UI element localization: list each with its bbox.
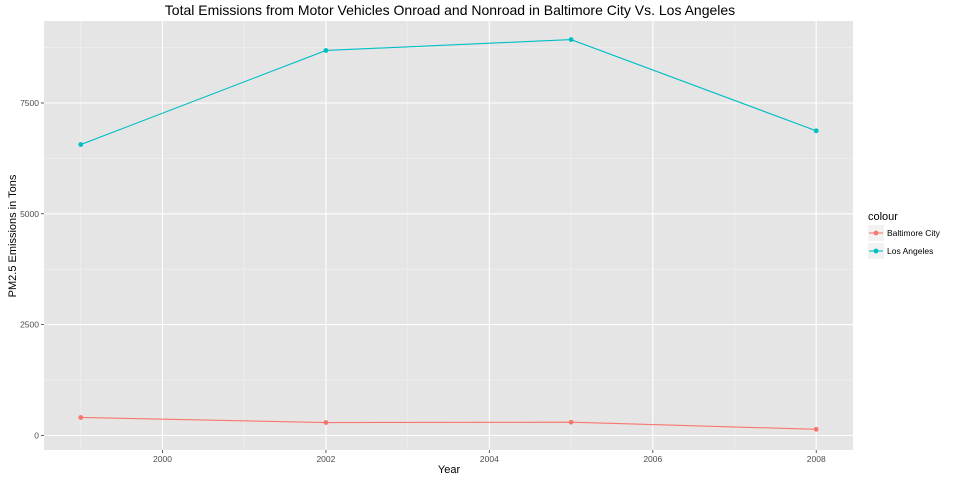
legend-title: colour bbox=[868, 211, 898, 223]
chart-title: Total Emissions from Motor Vehicles Onro… bbox=[165, 2, 735, 18]
data-point bbox=[78, 415, 84, 420]
data-point bbox=[323, 420, 329, 425]
x-axis-ticks: 2000 2002 2004 2006 2008 bbox=[153, 450, 826, 464]
x-tick-label: 2002 bbox=[316, 454, 335, 464]
x-tick-label: 2008 bbox=[807, 454, 826, 464]
y-tick-label: 5000 bbox=[20, 209, 39, 219]
major-gridlines bbox=[44, 21, 853, 450]
y-axis-ticks: 0 2500 5000 7500 bbox=[20, 98, 44, 440]
data-point bbox=[78, 142, 84, 147]
data-point bbox=[323, 48, 329, 53]
legend: colour Baltimore City Los Angeles bbox=[868, 211, 941, 259]
series-line-los-angeles bbox=[80, 39, 817, 146]
y-tick-label: 0 bbox=[34, 430, 39, 440]
legend-item-los-angeles: Los Angeles bbox=[868, 243, 933, 259]
x-tick-label: 2000 bbox=[153, 454, 172, 464]
legend-key-point bbox=[873, 248, 879, 254]
series-los-angeles bbox=[78, 37, 819, 147]
series-baltimore-city bbox=[78, 415, 819, 432]
x-tick-label: 2006 bbox=[643, 454, 662, 464]
x-axis-label: Year bbox=[438, 464, 461, 476]
data-point bbox=[568, 419, 574, 425]
data-point bbox=[813, 128, 819, 134]
legend-item-baltimore-city: Baltimore City bbox=[868, 225, 941, 241]
legend-label: Baltimore City bbox=[887, 228, 941, 238]
plot-panel bbox=[44, 21, 853, 450]
series-line-baltimore-city bbox=[80, 416, 817, 430]
data-point bbox=[813, 426, 819, 432]
legend-items: Baltimore City Los Angeles bbox=[868, 225, 941, 259]
x-tick-label: 2004 bbox=[480, 454, 499, 464]
legend-label: Los Angeles bbox=[887, 246, 933, 256]
y-tick-label: 7500 bbox=[20, 98, 39, 108]
legend-key-point bbox=[873, 230, 879, 236]
minor-gridlines bbox=[44, 21, 853, 450]
series-layer bbox=[78, 37, 819, 432]
data-point bbox=[568, 37, 574, 43]
y-tick-label: 2500 bbox=[20, 320, 39, 330]
y-axis-label: PM2.5 Emissions in Tons bbox=[7, 174, 19, 297]
